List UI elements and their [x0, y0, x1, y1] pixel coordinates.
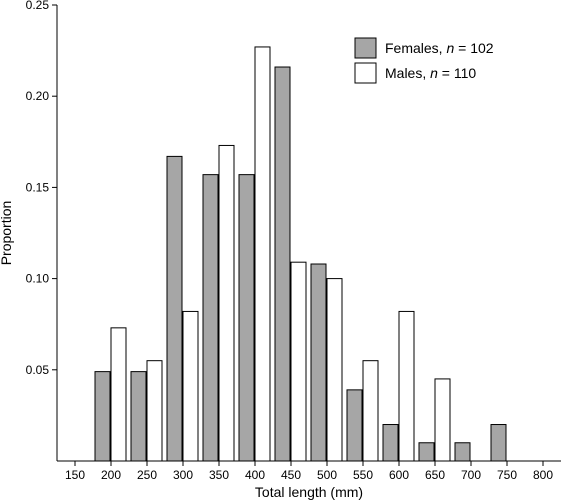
x-tick-label-250: 250	[137, 468, 157, 482]
female-bar-650	[418, 442, 435, 462]
axes-group	[56, 5, 561, 462]
female-bar-350	[202, 174, 219, 462]
x-axis-label: Total length (mm)	[255, 484, 363, 500]
male-bar-400	[254, 46, 271, 462]
female-bar-550	[346, 389, 363, 462]
male-bar-350	[218, 144, 235, 462]
female-bar-250	[130, 371, 147, 462]
x-tick-label-750: 750	[497, 468, 517, 482]
female-bar-200	[94, 371, 111, 462]
x-tick-label-450: 450	[281, 468, 301, 482]
x-tick-label-200: 200	[101, 468, 121, 482]
female-bar-600	[382, 424, 399, 462]
legend-swatch-males	[354, 62, 377, 84]
female-bar-500	[310, 263, 327, 462]
y-axis-label: Proportion	[0, 201, 14, 266]
male-bar-600	[398, 310, 415, 462]
x-tick-label-700: 700	[461, 468, 481, 482]
x-tick-label-300: 300	[173, 468, 193, 482]
female-bar-750	[490, 424, 507, 462]
female-bar-400	[238, 174, 255, 462]
x-tick-label-350: 350	[209, 468, 229, 482]
legend: Females, n = 102 Males, n = 110	[354, 37, 494, 84]
x-tick-label-650: 650	[425, 468, 445, 482]
y-tick-label-3: 0.20	[26, 89, 50, 103]
male-bar-650	[434, 378, 451, 462]
legend-swatch-females	[354, 37, 377, 59]
female-bar-700	[454, 442, 471, 462]
x-tick-label-150: 150	[65, 468, 85, 482]
x-tick-label-600: 600	[389, 468, 409, 482]
bars-group	[94, 46, 507, 462]
male-bar-450	[290, 261, 307, 462]
male-bar-250	[146, 360, 163, 462]
x-tick-label-800: 800	[533, 468, 553, 482]
ticks-group: 150 200 250 300 350 400 450 500 550 600 650 700 750 8…	[26, 0, 554, 482]
female-bar-450	[274, 66, 291, 462]
male-bar-300	[182, 310, 199, 462]
y-tick-label-1: 0.10	[26, 272, 50, 286]
male-bar-200	[110, 327, 127, 462]
x-tick-label-400: 400	[245, 468, 265, 482]
x-tick-label-550: 550	[353, 468, 373, 482]
x-tick-label-500: 500	[317, 468, 337, 482]
y-tick-label-0: 0.05	[26, 363, 50, 377]
y-tick-label-2: 0.15	[26, 180, 50, 194]
legend-label-females: Females, n = 102	[385, 40, 494, 56]
male-bar-500	[326, 278, 343, 462]
female-bar-300	[166, 155, 183, 462]
legend-label-males: Males, n = 110	[385, 65, 476, 81]
y-tick-label-4: 0.25	[26, 0, 50, 12]
male-bar-550	[362, 360, 379, 462]
